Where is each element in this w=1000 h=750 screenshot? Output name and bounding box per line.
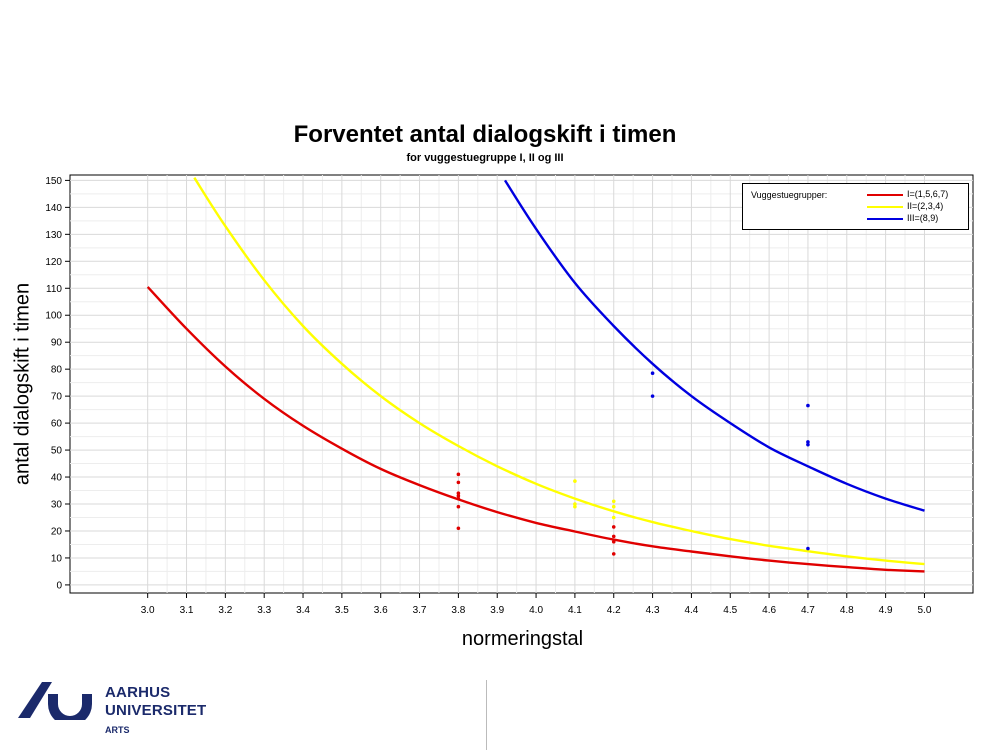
- x-tick-label: 4.7: [801, 605, 815, 616]
- y-tick-label: 140: [45, 203, 62, 214]
- chart-title: Forventet antal dialogskift i timen: [293, 121, 677, 148]
- x-tick-label: 3.7: [413, 605, 427, 616]
- data-point-series-1: [456, 480, 461, 485]
- y-tick-label: 60: [51, 419, 63, 430]
- university-logo-icon: [18, 682, 92, 720]
- y-axis-label: antal dialogskift i timen: [11, 282, 34, 486]
- legend-swatch-series-1: [867, 194, 903, 196]
- y-tick-label: 20: [51, 526, 63, 537]
- data-point-series-3: [806, 546, 810, 551]
- legend-title: Vuggestuegrupper:: [751, 190, 828, 200]
- university-name-line1: AARHUS: [105, 684, 171, 701]
- legend-swatch-series-2: [867, 206, 903, 208]
- data-point-series-3: [806, 442, 810, 447]
- data-point-series-1: [611, 552, 616, 556]
- x-tick-label: 4.0: [529, 605, 543, 616]
- x-tick-label: 3.2: [218, 605, 232, 616]
- y-tick-label: 150: [45, 176, 62, 187]
- y-tick-label: 110: [46, 284, 62, 295]
- data-point-series-1: [456, 491, 461, 496]
- series-lines: [146, 177, 925, 573]
- axes: 3.0 3.1 3.2 3.3 3.4 3.5 3.6 3.7 3.8 3.9 4.0 4.1 4.2 4…: [45, 176, 932, 616]
- faculty-name: ARTS: [105, 725, 130, 735]
- y-tick-label: 10: [51, 553, 63, 564]
- data-point-series-1: [456, 472, 461, 477]
- data-point-series-2: [611, 499, 616, 504]
- data-point-series-1: [611, 539, 616, 544]
- series-line-2: [193, 177, 925, 566]
- data-point-series-3: [806, 440, 810, 444]
- y-tick-label: 80: [51, 365, 63, 376]
- data-point-series-3: [806, 403, 810, 408]
- university-name-line2: UNIVERSITET: [105, 702, 207, 719]
- series-line-3: [503, 179, 925, 512]
- x-tick-label: 3.4: [296, 605, 310, 616]
- data-point-series-1: [456, 504, 461, 509]
- data-point-series-2: [573, 502, 577, 506]
- footer-divider: [486, 680, 487, 750]
- data-point-series-2: [573, 504, 577, 509]
- x-tick-label: 4.9: [879, 605, 893, 616]
- x-tick-label: 3.9: [490, 605, 504, 616]
- data-point-series-1: [456, 526, 461, 531]
- data-point-series-1: [611, 534, 616, 539]
- legend-label-series-3: III=(8,9): [907, 213, 939, 223]
- y-tick-label: 70: [51, 392, 63, 403]
- x-axis-label: normeringstal: [461, 628, 584, 650]
- y-tick-label: 120: [45, 257, 62, 268]
- x-tick-label: 3.1: [180, 605, 194, 616]
- legend-swatch-series-3: [867, 218, 903, 220]
- legend-label-series-1: I=(1,5,6,7): [907, 189, 949, 199]
- data-point-series-2: [611, 515, 616, 520]
- data-point-series-3: [650, 394, 655, 398]
- y-tick-label: 30: [51, 500, 63, 511]
- x-tick-label: 3.0: [141, 605, 155, 616]
- data-point-series-2: [573, 479, 577, 483]
- x-tick-label: 4.5: [723, 605, 737, 616]
- series-line-1: [146, 286, 925, 573]
- y-tick-label: 100: [45, 311, 62, 322]
- x-tick-label: 3.3: [257, 605, 271, 616]
- chart-subtitle: for vuggestuegruppe I, II og III: [406, 152, 564, 164]
- x-tick-label: 3.8: [451, 605, 465, 616]
- x-tick-label: 5.0: [917, 605, 931, 616]
- y-tick-label: 50: [51, 446, 63, 457]
- y-tick-label: 90: [51, 338, 63, 349]
- data-point-series-1: [456, 496, 461, 501]
- y-tick-label: 130: [45, 230, 62, 241]
- data-point-series-2: [611, 504, 616, 509]
- plot-area: [69, 174, 974, 594]
- x-tick-label: 4.6: [762, 605, 776, 616]
- x-tick-label: 4.8: [840, 605, 854, 616]
- y-tick-label: 40: [51, 473, 63, 484]
- legend: Vuggestuegrupper: I=(1,5,6,7) II=(2,3,4)…: [742, 183, 969, 230]
- data-point-series-1: [456, 494, 461, 498]
- x-tick-label: 3.5: [335, 605, 349, 616]
- data-point-series-1: [611, 525, 616, 529]
- data-point-series-3: [650, 371, 655, 376]
- y-tick-label: 0: [56, 580, 62, 591]
- x-tick-label: 4.3: [646, 605, 660, 616]
- grid: [70, 175, 973, 593]
- data-points: [456, 371, 810, 556]
- x-tick-label: 4.2: [607, 605, 621, 616]
- legend-label-series-2: II=(2,3,4): [907, 201, 944, 211]
- x-tick-label: 4.4: [684, 605, 698, 616]
- x-tick-label: 4.1: [568, 605, 582, 616]
- x-tick-label: 3.6: [374, 605, 388, 616]
